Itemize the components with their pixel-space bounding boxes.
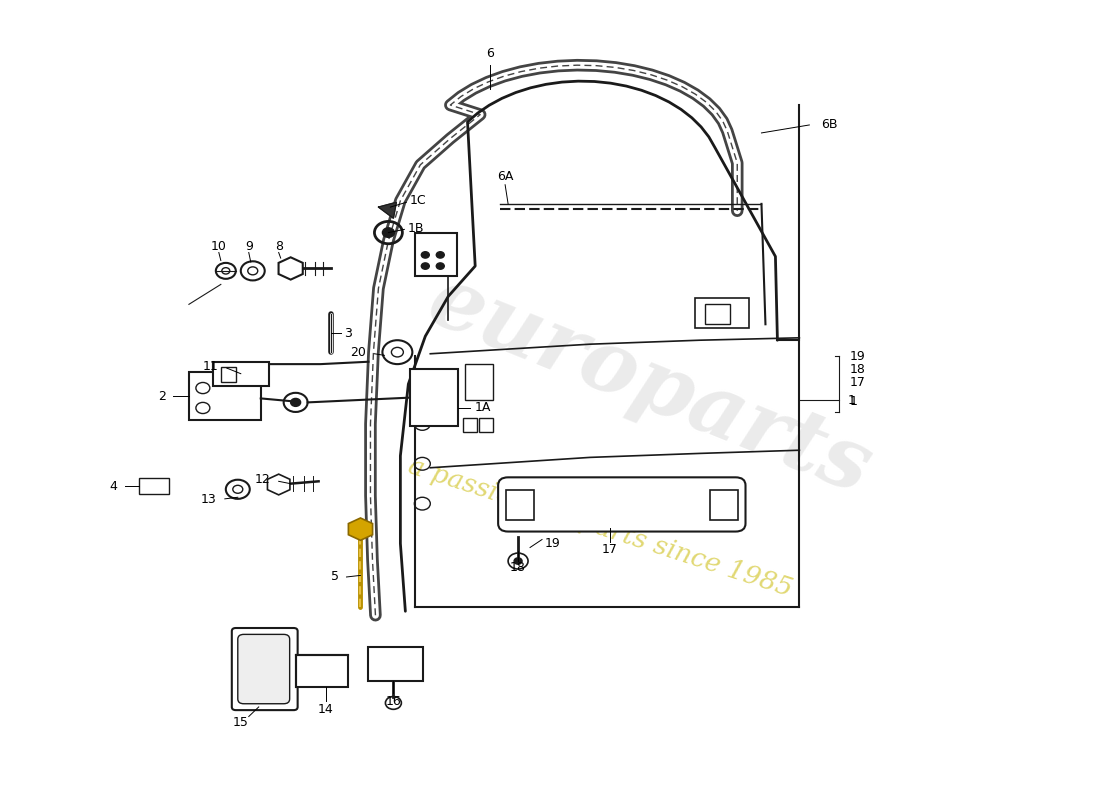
Text: 18: 18 — [510, 561, 526, 574]
Text: 6A: 6A — [497, 170, 514, 183]
Text: 8: 8 — [275, 241, 283, 254]
FancyBboxPatch shape — [498, 478, 746, 531]
Text: 18: 18 — [849, 363, 865, 376]
Text: 15: 15 — [233, 716, 249, 730]
Text: 13: 13 — [201, 493, 217, 506]
FancyBboxPatch shape — [232, 628, 298, 710]
Text: 1B: 1B — [407, 222, 424, 235]
Circle shape — [290, 398, 300, 406]
Text: 14: 14 — [318, 703, 333, 716]
Text: 1: 1 — [847, 394, 855, 406]
Text: 5: 5 — [330, 570, 339, 583]
Bar — [213, 362, 268, 386]
Bar — [296, 655, 348, 687]
Polygon shape — [378, 202, 396, 218]
Text: 12: 12 — [255, 474, 271, 486]
Text: 1C: 1C — [409, 194, 426, 207]
Text: 11: 11 — [204, 360, 219, 373]
Bar — [694, 298, 749, 328]
Text: 6: 6 — [486, 46, 494, 60]
Text: a passion for parts since 1985: a passion for parts since 1985 — [405, 454, 795, 602]
Text: 6B: 6B — [822, 118, 838, 131]
FancyBboxPatch shape — [238, 634, 289, 704]
Bar — [506, 490, 534, 520]
Bar — [710, 490, 737, 520]
Bar — [139, 478, 169, 494]
Text: 10: 10 — [211, 241, 227, 254]
Bar — [368, 647, 424, 681]
Bar — [221, 367, 235, 382]
Bar — [463, 418, 477, 432]
Text: 20: 20 — [351, 346, 366, 358]
Bar — [410, 369, 459, 426]
Text: europarts: europarts — [416, 258, 883, 510]
Circle shape — [383, 228, 395, 238]
Bar — [480, 418, 493, 432]
Text: 17: 17 — [849, 376, 865, 389]
Text: 17: 17 — [602, 543, 618, 556]
Circle shape — [437, 263, 444, 270]
Text: 1: 1 — [849, 395, 857, 408]
Text: 16: 16 — [385, 695, 402, 708]
Circle shape — [421, 263, 429, 270]
Bar — [189, 372, 261, 420]
Text: 19: 19 — [544, 537, 561, 550]
Bar — [465, 364, 493, 400]
Bar — [416, 233, 458, 277]
Circle shape — [437, 252, 444, 258]
Text: 19: 19 — [849, 350, 865, 363]
Circle shape — [421, 252, 429, 258]
Text: 4: 4 — [109, 479, 117, 493]
Text: 3: 3 — [344, 326, 352, 339]
Circle shape — [514, 558, 522, 564]
Text: 2: 2 — [158, 390, 166, 402]
Text: 9: 9 — [245, 241, 253, 254]
Bar — [705, 304, 729, 324]
Text: 1A: 1A — [474, 402, 491, 414]
